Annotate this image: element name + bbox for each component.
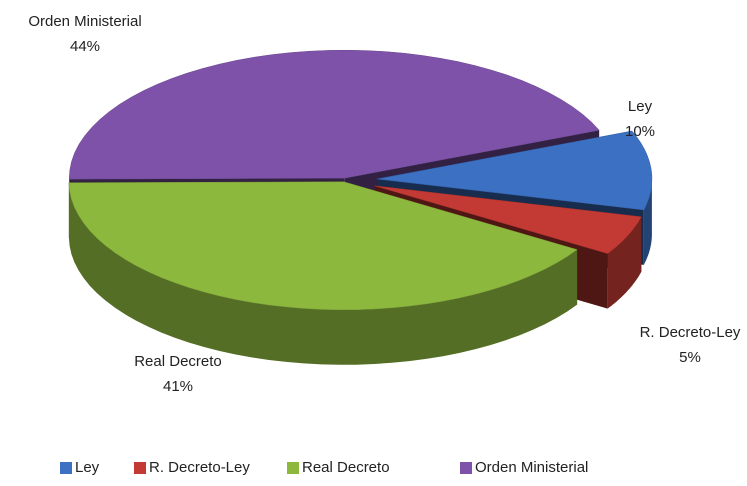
legend-label: R. Decreto-Ley [149, 459, 250, 476]
slice-value-label: 5% [679, 349, 701, 366]
slice-label: Orden Ministerial [28, 13, 141, 30]
slice-value-label: 10% [625, 123, 655, 140]
slice-label: Real Decreto [134, 353, 222, 370]
slice [374, 185, 642, 254]
slice [68, 181, 578, 311]
legend-label: Ley [75, 459, 100, 476]
slice-value-label: 41% [163, 378, 193, 395]
slice-label: Ley [628, 98, 653, 115]
legend-label: Real Decreto [302, 459, 390, 476]
legend-swatch [460, 462, 472, 474]
slice-value-label: 44% [70, 38, 100, 55]
legend-swatch [134, 462, 146, 474]
slice-label: R. Decreto-Ley [640, 324, 741, 341]
slice [376, 130, 653, 211]
slice-side [643, 179, 652, 265]
slice-side [607, 216, 642, 309]
legend-swatch [287, 462, 299, 474]
slice [68, 49, 600, 180]
legend-swatch [60, 462, 72, 474]
legend-label: Orden Ministerial [475, 459, 588, 476]
slice-side [68, 182, 578, 365]
